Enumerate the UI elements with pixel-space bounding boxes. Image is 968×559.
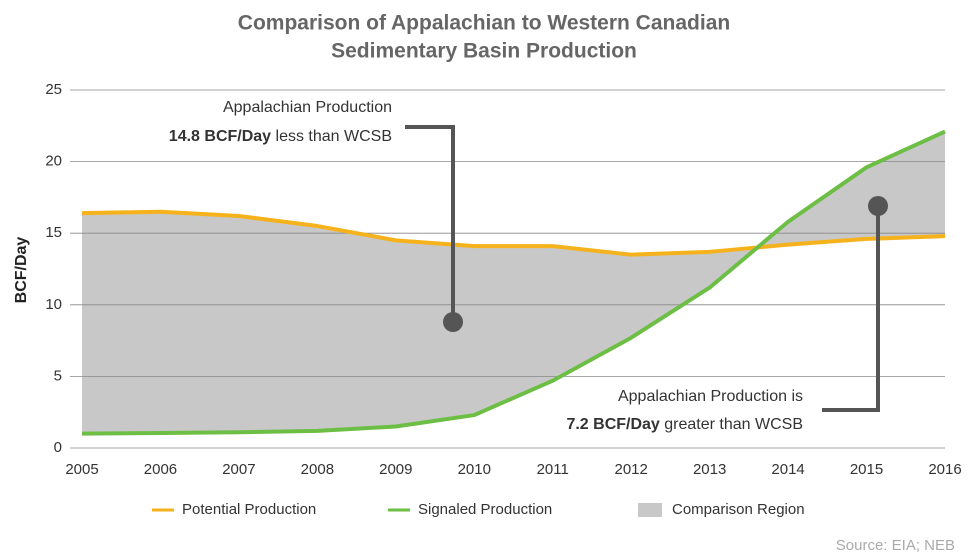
x-tick-label: 2008: [301, 461, 334, 478]
x-tick-label: 2016: [928, 461, 961, 478]
comparison-region: [82, 131, 945, 434]
chart-title: Sedimentary Basin Production: [331, 40, 637, 63]
leader-dot: [868, 196, 888, 216]
y-tick-label: 25: [45, 81, 62, 98]
line-series: [81, 129, 946, 436]
annotation-text: Appalachian Production is: [618, 388, 803, 405]
annotation-text: 14.8 BCF/Day: [169, 128, 271, 145]
legend-label: Comparison Region: [672, 501, 805, 518]
annotation: 7.2 BCF/Day greater than WCSB: [566, 416, 803, 433]
x-tick-label: 2006: [144, 461, 177, 478]
annotation-text: Appalachian Production: [223, 99, 392, 116]
legend-label: Signaled Production: [418, 501, 552, 518]
annotation-text: less than WCSB: [271, 128, 392, 145]
chart-title: Comparison of Appalachian to Western Can…: [238, 12, 730, 35]
x-tick-label: 2009: [379, 461, 412, 478]
legend-swatch: [638, 503, 662, 517]
x-tick-label: 2014: [771, 461, 804, 478]
y-tick-label: 0: [54, 439, 62, 456]
y-tick-label: 5: [54, 367, 62, 384]
annotation: Appalachian Production is: [618, 388, 803, 405]
y-tick-label: 15: [45, 224, 62, 241]
leader-dot: [443, 312, 463, 332]
x-tick-label: 2012: [614, 461, 647, 478]
legend-label: Potential Production: [182, 501, 316, 518]
annotation-text: 7.2 BCF/Day: [566, 416, 659, 433]
x-tick-label: 2015: [850, 461, 883, 478]
leader-line: [822, 206, 880, 412]
leader-line: [405, 125, 455, 322]
x-tick-label: 2005: [65, 461, 98, 478]
source: Source: EIA; NEB: [836, 537, 955, 554]
annotation: Appalachian Production: [223, 99, 392, 116]
annotation: 14.8 BCF/Day less than WCSB: [169, 128, 392, 145]
y-tick-label: 10: [45, 296, 62, 313]
line-series: [81, 209, 946, 257]
y-tick-label: 20: [45, 153, 62, 170]
x-tick-label: 2011: [537, 461, 569, 478]
annotation-text: greater than WCSB: [660, 416, 803, 433]
x-tick-label: 2010: [458, 461, 491, 478]
y-axis-label: BCF/Day: [13, 237, 30, 304]
x-tick-label: 2007: [222, 461, 255, 478]
x-tick-label: 2013: [693, 461, 726, 478]
